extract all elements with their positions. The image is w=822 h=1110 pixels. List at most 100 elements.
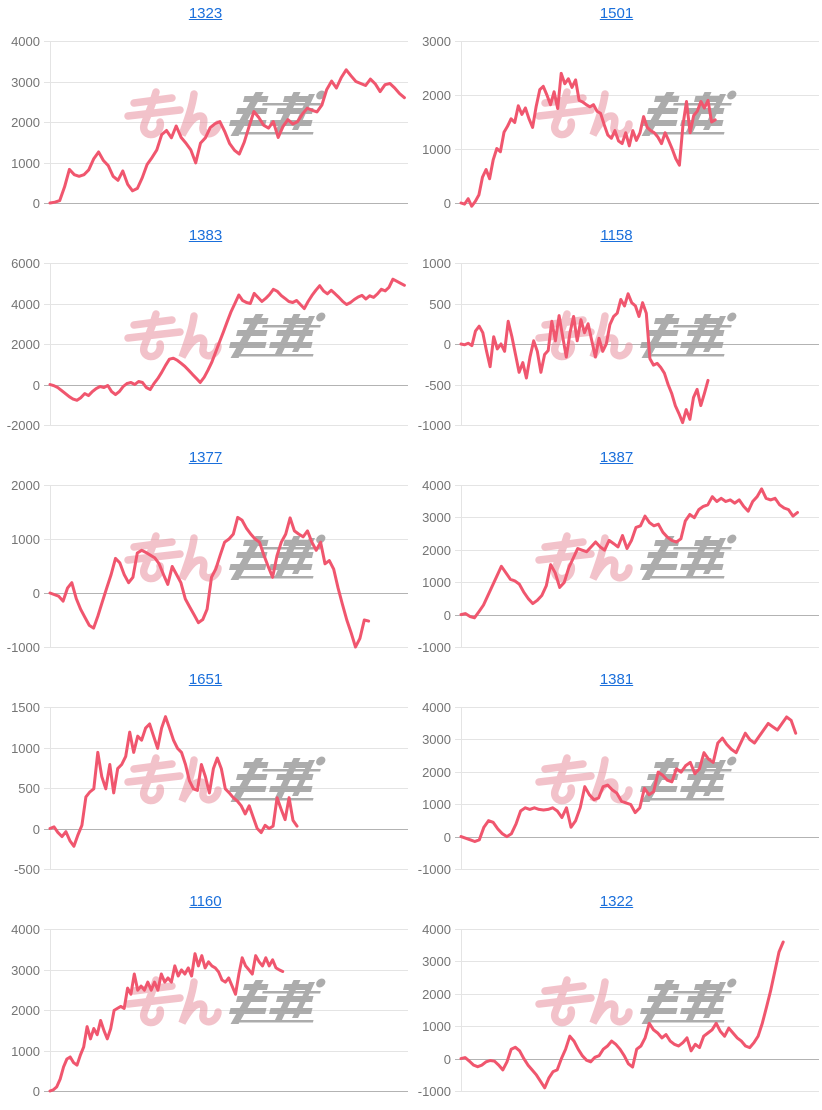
chart-title-link[interactable]: 1651 bbox=[188, 671, 223, 688]
svg-text:2000: 2000 bbox=[11, 115, 40, 130]
svg-text:0: 0 bbox=[444, 1052, 451, 1067]
chart-title-link[interactable]: 1160 bbox=[189, 893, 222, 910]
series-line bbox=[48, 68, 406, 205]
gridlines bbox=[455, 707, 819, 870]
svg-text:-500: -500 bbox=[425, 378, 451, 393]
chart-cell: 1322 4000 3000 2000 1000 0 -1000 bbox=[411, 888, 822, 1110]
line-chart: 2000 1000 0 -1000 bbox=[7, 478, 408, 655]
svg-text:3000: 3000 bbox=[11, 75, 40, 90]
series-line bbox=[48, 277, 406, 402]
series-line bbox=[459, 292, 710, 425]
y-axis-labels: 4000 3000 2000 1000 0 -1000 bbox=[418, 922, 451, 1099]
svg-text:1000: 1000 bbox=[422, 575, 451, 590]
y-axis-labels: 4000 3000 2000 1000 0 -1000 bbox=[418, 478, 451, 655]
svg-text:2000: 2000 bbox=[11, 337, 40, 352]
y-axis-labels: 3000 2000 1000 0 bbox=[422, 34, 451, 211]
minrepo-watermark bbox=[124, 976, 326, 1027]
svg-text:2000: 2000 bbox=[11, 1003, 40, 1018]
svg-text:3000: 3000 bbox=[422, 732, 451, 747]
line-chart: 4000 3000 2000 1000 0 -1000 bbox=[418, 478, 819, 655]
svg-text:1000: 1000 bbox=[11, 532, 40, 547]
chart-cell: 1377 2000 1000 0 -1000 bbox=[0, 444, 411, 666]
minrepo-watermark bbox=[124, 88, 326, 139]
chart-title-link[interactable]: 1158 bbox=[600, 227, 633, 244]
svg-text:-1000: -1000 bbox=[418, 862, 451, 877]
svg-text:0: 0 bbox=[33, 822, 40, 837]
svg-text:0: 0 bbox=[33, 196, 40, 211]
svg-text:1000: 1000 bbox=[11, 1044, 40, 1059]
y-axis-labels: 4000 3000 2000 1000 0 bbox=[11, 922, 40, 1099]
chart-title-link[interactable]: 1323 bbox=[188, 5, 223, 22]
gridlines bbox=[455, 263, 819, 426]
minrepo-watermark bbox=[124, 310, 326, 361]
svg-text:4000: 4000 bbox=[11, 922, 40, 937]
svg-text:0: 0 bbox=[444, 337, 451, 352]
line-chart: 1500 1000 500 0 -500 bbox=[11, 700, 408, 877]
chart-title-link[interactable]: 1322 bbox=[599, 893, 634, 910]
svg-text:4000: 4000 bbox=[422, 922, 451, 937]
svg-text:1000: 1000 bbox=[11, 741, 40, 756]
svg-text:2000: 2000 bbox=[422, 88, 451, 103]
chart-cell: 1323 4000 3000 2000 1000 0 bbox=[0, 0, 411, 222]
svg-text:4000: 4000 bbox=[11, 34, 40, 49]
svg-text:3000: 3000 bbox=[422, 954, 451, 969]
svg-text:1000: 1000 bbox=[422, 256, 451, 271]
gridlines bbox=[455, 41, 819, 204]
chart-cell: 1381 4000 3000 2000 1000 0 -1000 bbox=[411, 666, 822, 888]
minrepo-watermark bbox=[535, 754, 737, 805]
gridlines bbox=[44, 485, 408, 648]
y-axis-labels: 1500 1000 500 0 -500 bbox=[11, 700, 40, 877]
chart-title-link[interactable]: 1501 bbox=[599, 5, 634, 22]
line-chart: 4000 3000 2000 1000 0 bbox=[11, 922, 408, 1099]
svg-text:1000: 1000 bbox=[11, 156, 40, 171]
series-line bbox=[459, 940, 785, 1090]
svg-text:1000: 1000 bbox=[422, 797, 451, 812]
line-chart: 3000 2000 1000 0 bbox=[422, 34, 819, 211]
line-chart: 4000 3000 2000 1000 0 bbox=[11, 34, 408, 211]
chart-cell: 1160 4000 3000 2000 1000 0 bbox=[0, 888, 411, 1110]
minrepo-watermark bbox=[535, 976, 737, 1027]
gridlines bbox=[44, 263, 408, 426]
svg-text:0: 0 bbox=[33, 378, 40, 393]
svg-text:0: 0 bbox=[33, 586, 40, 601]
series-line bbox=[48, 952, 285, 1093]
svg-text:3000: 3000 bbox=[11, 963, 40, 978]
series-line bbox=[459, 487, 799, 620]
svg-text:-1000: -1000 bbox=[7, 640, 40, 655]
chart-title-link[interactable]: 1381 bbox=[599, 671, 634, 688]
svg-text:-1000: -1000 bbox=[418, 1084, 451, 1099]
chart-cell: 1387 4000 3000 2000 1000 0 -1000 bbox=[411, 444, 822, 666]
minrepo-watermark bbox=[535, 88, 737, 139]
series-line bbox=[459, 715, 798, 843]
svg-text:500: 500 bbox=[429, 297, 451, 312]
chart-title-link[interactable]: 1383 bbox=[188, 227, 223, 244]
chart-title-link[interactable]: 1377 bbox=[188, 449, 223, 466]
series-line bbox=[48, 515, 371, 649]
svg-text:500: 500 bbox=[18, 781, 40, 796]
svg-text:-1000: -1000 bbox=[418, 640, 451, 655]
chart-cell: 1501 3000 2000 1000 0 bbox=[411, 0, 822, 222]
svg-text:4000: 4000 bbox=[422, 700, 451, 715]
line-chart: 6000 4000 2000 0 -2000 bbox=[7, 256, 408, 433]
line-chart: 1000 500 0 -500 -1000 bbox=[418, 256, 819, 433]
svg-text:1000: 1000 bbox=[422, 1019, 451, 1034]
y-axis-labels: 6000 4000 2000 0 -2000 bbox=[7, 256, 40, 433]
gridlines bbox=[455, 485, 819, 648]
series-line bbox=[48, 715, 299, 848]
svg-text:0: 0 bbox=[33, 1084, 40, 1099]
svg-text:6000: 6000 bbox=[11, 256, 40, 271]
svg-text:2000: 2000 bbox=[11, 478, 40, 493]
svg-text:2000: 2000 bbox=[422, 987, 451, 1002]
svg-text:0: 0 bbox=[444, 830, 451, 845]
svg-text:-2000: -2000 bbox=[7, 418, 40, 433]
svg-text:0: 0 bbox=[444, 608, 451, 623]
svg-text:-500: -500 bbox=[14, 862, 40, 877]
svg-text:4000: 4000 bbox=[11, 297, 40, 312]
series-line bbox=[459, 71, 717, 208]
line-chart: 4000 3000 2000 1000 0 -1000 bbox=[418, 922, 819, 1099]
chart-title-link[interactable]: 1387 bbox=[599, 449, 634, 466]
svg-text:-1000: -1000 bbox=[418, 418, 451, 433]
svg-text:2000: 2000 bbox=[422, 543, 451, 558]
minrepo-watermark bbox=[124, 754, 326, 805]
